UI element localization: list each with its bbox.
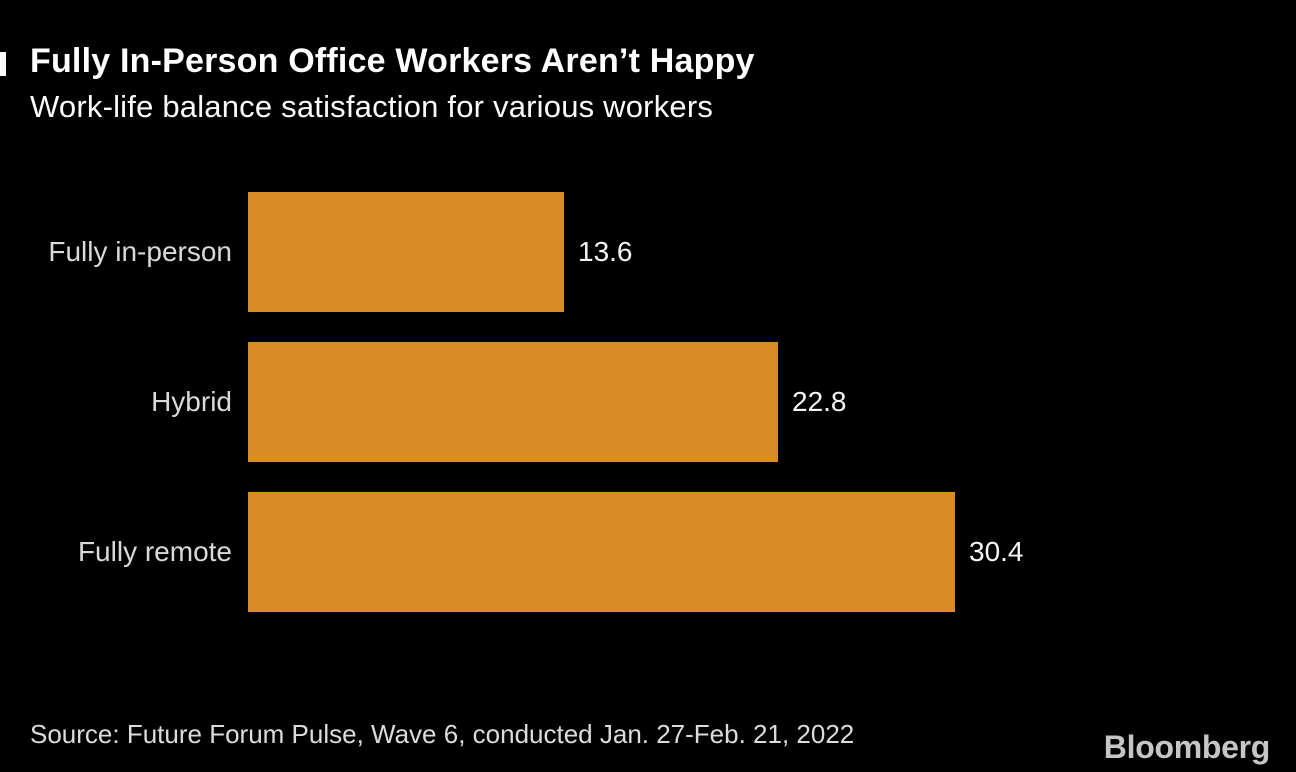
bloomberg-logo: Bloomberg <box>1103 729 1271 765</box>
value-label-fully-in-person: 13.6 <box>578 236 633 267</box>
bar-row-hybrid: Hybrid 22.8 <box>0 342 1296 462</box>
chart-subtitle: Work-life balance satisfaction for vario… <box>30 89 714 124</box>
bar-hybrid <box>248 342 778 462</box>
chart-header: Fully In-Person Office Workers Aren’t Ha… <box>30 42 755 125</box>
bar-row-fully-remote: Fully remote 30.4 <box>0 492 1296 612</box>
bar-row-fully-in-person: Fully in-person 13.6 <box>0 192 1296 312</box>
category-label-fully-in-person: Fully in-person <box>48 236 232 267</box>
value-label-fully-remote: 30.4 <box>969 536 1024 567</box>
bar-fully-remote <box>248 492 955 612</box>
category-label-fully-remote: Fully remote <box>77 536 232 567</box>
bar-fully-in-person <box>248 192 564 312</box>
value-label-hybrid: 22.8 <box>792 386 847 417</box>
source-note: Source: Future Forum Pulse, Wave 6, cond… <box>30 719 855 749</box>
chart-title: Fully In-Person Office Workers Aren’t Ha… <box>30 42 755 80</box>
category-label-hybrid: Hybrid <box>151 386 232 417</box>
edge-artifact <box>0 52 6 76</box>
